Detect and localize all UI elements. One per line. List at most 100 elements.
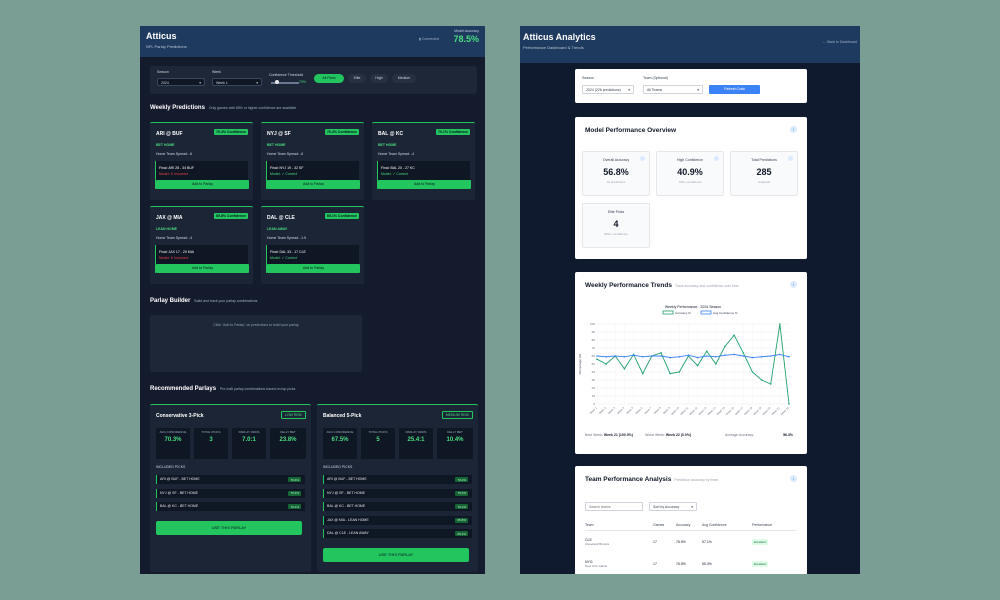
week-select[interactable]: Week 1 ▾	[212, 78, 262, 86]
pick-confidence: 70.1%	[455, 504, 468, 509]
data-point	[687, 354, 690, 356]
pick-confidence: 70.4%	[455, 477, 468, 482]
filter-high[interactable]: High	[370, 74, 388, 83]
x-tick-label: Week 16	[725, 405, 735, 415]
prediction-card: DAL @ CLE 65.1% Confidence LEAN AWAY Home T…	[261, 206, 364, 284]
data-point	[715, 363, 717, 365]
metric-value: 285	[756, 167, 772, 177]
recommendation: LEAN HOME	[156, 227, 177, 231]
use-parlay-button[interactable]: USE THIS PARLAY	[156, 521, 302, 535]
season-select[interactable]: 2024 ▾	[157, 78, 205, 86]
predictions-window: Atticus NFL Parlay Predictions ▮ Connect…	[140, 26, 485, 574]
series-line-accuracy	[596, 323, 790, 405]
team-name: New York Giants	[585, 564, 608, 568]
back-to-dashboard-link[interactable]: ← Back to Dashboard	[822, 40, 857, 44]
series-line-confidence	[596, 353, 790, 359]
matchup: NYJ @ SF	[267, 131, 291, 137]
included-picks-label: INCLUDED PICKS	[156, 465, 186, 469]
parlay-card: Balanced 5-Pick MEDIUM RISK AVG CONFIDENCE…	[317, 404, 478, 572]
stat-label: KELLY BET	[447, 430, 463, 434]
confidence-badge: 70.4% Confidence	[325, 129, 359, 135]
data-point	[696, 356, 699, 359]
y-tick-label: 50	[592, 362, 596, 366]
team-performance-card: Team Performance Analysis Prediction accu…	[575, 466, 807, 574]
data-point	[669, 372, 671, 375]
metric-sublabel: All predictions	[606, 180, 626, 184]
team-select[interactable]: All Teams ▾	[643, 85, 703, 94]
x-tick-label: Week 1	[589, 405, 598, 414]
accuracy-value: 78.5%	[453, 34, 479, 44]
stat-value: 25.4:1	[407, 436, 425, 443]
use-parlay-button[interactable]: USE THIS PARLAY	[323, 548, 469, 562]
average-accuracy: Average Accuracy: 56.3%	[725, 433, 794, 437]
prediction-card: ARI @ BUF 70.4% Confidence BET HOME Home Te…	[150, 122, 253, 200]
y-tick-label: 10	[592, 394, 596, 398]
avg-confidence: 55.3%	[702, 562, 712, 566]
threshold-slider[interactable]	[271, 82, 299, 84]
data-point	[715, 356, 717, 358]
column-header: Accuracy	[676, 523, 691, 527]
info-icon[interactable]: i	[790, 281, 797, 288]
x-tick-label: Week 9	[662, 405, 671, 414]
data-point	[596, 358, 598, 360]
parlay-name: Conservative 3-Pick	[156, 413, 204, 419]
pick-text: JAX @ MIA - LEAN HOME	[327, 517, 369, 522]
app-header: Atticus NFL Parlay Predictions ▮ Connect…	[140, 26, 485, 57]
info-icon[interactable]	[788, 156, 793, 161]
data-point	[678, 371, 681, 373]
matchup: JAX @ MIA	[156, 215, 183, 221]
home-spread: Home Team Spread: -6	[156, 152, 193, 156]
metric-label: High Confidence	[677, 158, 703, 162]
team-cell: CLE Cleveland Browns	[585, 538, 609, 546]
weekly-predictions-heading: Weekly Predictions Only games with 65% or…	[150, 105, 297, 111]
confidence-badge: 70.1% Confidence	[436, 129, 470, 135]
add-to-parlay-button[interactable]: Add to Parlay	[267, 264, 360, 273]
data-point	[669, 356, 671, 359]
info-icon[interactable]	[640, 156, 645, 161]
y-tick-label: 70	[592, 346, 596, 350]
info-icon[interactable]: i	[790, 475, 797, 482]
slider-handle[interactable]	[275, 80, 279, 84]
filter-elite[interactable]: Elite	[348, 74, 366, 83]
threshold-label: Confidence Threshold	[269, 73, 304, 77]
info-icon[interactable]: i	[790, 126, 797, 133]
pick-text: ARI @ BUF - BET HOME	[327, 477, 367, 481]
add-to-parlay-button[interactable]: Add to Parlay	[156, 264, 249, 273]
final-score: Final: NYJ 19 - 32 SF	[270, 166, 304, 170]
worst-week: Worst Week: Week 22 (0.0%)	[645, 433, 692, 437]
stat-value: 70.3%	[164, 436, 182, 443]
accuracy: 76.5%	[676, 540, 686, 544]
stat-value: 67.5%	[331, 436, 349, 443]
x-tick-label: Week 18	[743, 405, 753, 415]
filter-all-picks[interactable]: All Picks	[314, 74, 344, 83]
home-spread: Home Team Spread: -6	[267, 152, 304, 156]
y-tick-label: 80	[592, 338, 596, 342]
add-to-parlay-button[interactable]: Add to Parlay	[267, 180, 360, 189]
avg-confidence: 57.1%	[702, 540, 712, 544]
info-icon[interactable]	[714, 156, 719, 161]
add-to-parlay-button[interactable]: Add to Parlay	[156, 180, 249, 189]
team-search-input[interactable]	[585, 502, 643, 511]
filter-medium[interactable]: Medium	[392, 74, 416, 83]
x-tick-label: Week 11	[679, 405, 689, 415]
column-header: Performance	[752, 523, 773, 527]
stat-label: PARLAY ODDS	[405, 430, 427, 434]
season-select[interactable]: 2024 (226 predictions) ▾	[582, 85, 634, 94]
weekly-performance-chart: Weekly Performance - 2024 Season Accuracy…	[578, 305, 790, 416]
parlay-stat: PARLAY ODDS 7.0:1	[232, 428, 266, 459]
x-tick-label: Week 12	[688, 405, 698, 415]
sort-select[interactable]: Sort by Accuracy ▾	[649, 502, 697, 511]
stat-label: KELLY BET	[280, 430, 296, 434]
x-tick-label: Week 10	[670, 405, 680, 415]
refresh-data-button[interactable]: Refresh Data	[709, 85, 760, 94]
parlay-stat: KELLY BET 10.4%	[437, 428, 473, 459]
pick-text: BAL @ KC - BET HOME	[327, 504, 366, 508]
column-header: Avg Confidence	[702, 523, 727, 527]
data-point	[641, 356, 644, 358]
season-label: Season	[157, 70, 169, 74]
home-spread: Home Team Spread: -4	[378, 152, 415, 156]
parlay-stat: TOTAL PICKS 3	[194, 428, 228, 459]
matchup: ARI @ BUF	[156, 131, 183, 137]
add-to-parlay-button[interactable]: Add to Parlay	[378, 180, 471, 189]
data-point	[779, 323, 781, 325]
